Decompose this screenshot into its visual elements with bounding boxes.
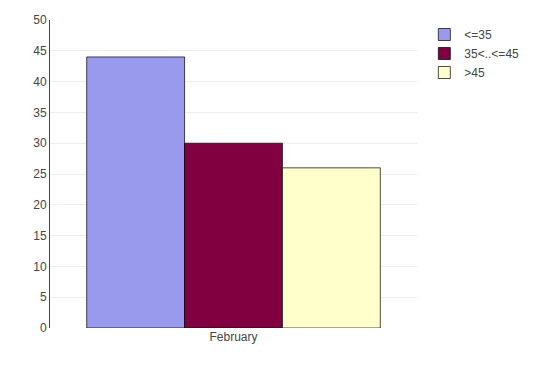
svg-text:40: 40 xyxy=(33,75,47,89)
svg-text:45: 45 xyxy=(33,44,47,58)
svg-text:0: 0 xyxy=(40,321,47,335)
svg-text:35<..<=45: 35<..<=45 xyxy=(464,47,519,61)
svg-text:10: 10 xyxy=(33,260,47,274)
svg-text:15: 15 xyxy=(33,229,47,243)
svg-text:50: 50 xyxy=(33,13,47,27)
svg-text:5: 5 xyxy=(40,290,47,304)
svg-text:>45: >45 xyxy=(464,66,485,80)
svg-text:20: 20 xyxy=(33,198,47,212)
svg-text:30: 30 xyxy=(33,136,47,150)
svg-text:35: 35 xyxy=(33,106,47,120)
svg-text:25: 25 xyxy=(33,167,47,181)
svg-text:<=35: <=35 xyxy=(464,28,492,42)
svg-text:February: February xyxy=(209,330,257,344)
